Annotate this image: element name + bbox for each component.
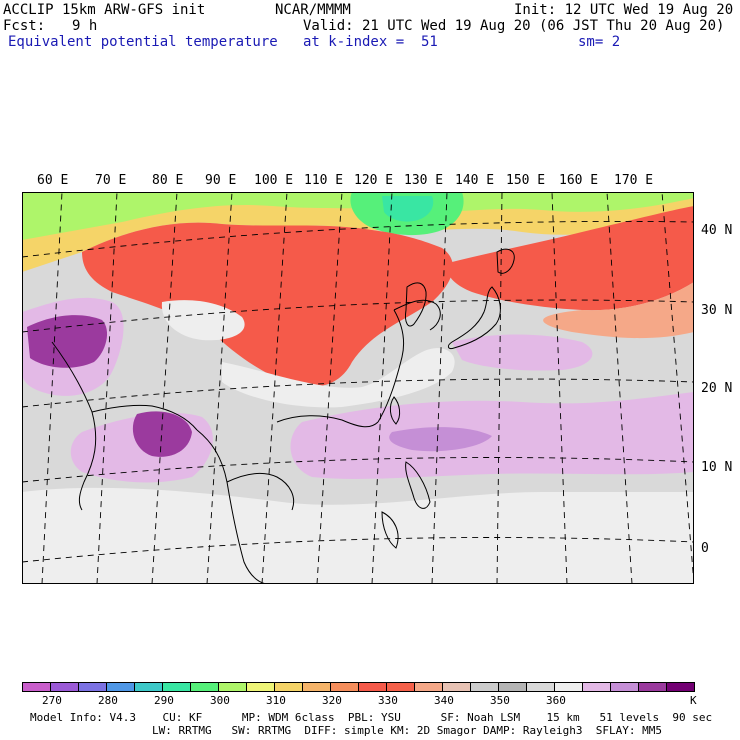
lat-label: 40 N xyxy=(701,223,733,238)
smoothing-label: sm= 2 xyxy=(578,34,621,50)
organization-label: NCAR/MMMM xyxy=(275,2,351,18)
field-cold-core xyxy=(22,192,694,240)
colorbar-swatch xyxy=(246,682,275,692)
map-plot xyxy=(22,192,694,584)
colorbar-swatch xyxy=(610,682,639,692)
forecast-hours: 9 h xyxy=(72,18,98,34)
lon-label: 150 E xyxy=(506,173,546,188)
lat-label: 10 N xyxy=(701,460,733,475)
lat-label: 20 N xyxy=(701,381,733,396)
colorbar-swatch xyxy=(190,682,219,692)
colorbar-tick-label: 280 xyxy=(98,694,118,707)
coastlines xyxy=(51,248,515,584)
lon-label: 110 E xyxy=(304,173,344,188)
lat-label: 0 xyxy=(701,541,709,556)
lon-label: 60 E xyxy=(37,173,69,188)
map-frame xyxy=(22,192,694,584)
level-label: at k-index = 51 xyxy=(303,34,438,50)
colorbar-swatch xyxy=(554,682,583,692)
lon-label: 80 E xyxy=(152,173,184,188)
colorbar-swatch xyxy=(414,682,443,692)
field-coldest-core xyxy=(382,196,434,222)
colorbar xyxy=(22,682,695,694)
init-time: Init: 12 UTC Wed 19 Aug 20 xyxy=(514,2,734,18)
colorbar-tick-label: 310 xyxy=(266,694,286,707)
field-tropical-bay-core xyxy=(132,411,192,457)
colorbar-tick-label: 300 xyxy=(210,694,230,707)
colorbar-swatch xyxy=(50,682,79,692)
colorbar-unit: K xyxy=(690,694,697,707)
colorbar-tick-label: 360 xyxy=(546,694,566,707)
colorbar-swatch xyxy=(330,682,359,692)
colorbar-swatch xyxy=(162,682,191,692)
colorbar-tick-label: 350 xyxy=(490,694,510,707)
field-warm-china xyxy=(82,222,453,387)
colorbar-swatch xyxy=(134,682,163,692)
colorbar-tick-label: 330 xyxy=(378,694,398,707)
colorbar-swatch xyxy=(582,682,611,692)
colorbar-swatch xyxy=(442,682,471,692)
model-info-line2: LW: RRTMG SW: RRTMG DIFF: simple KM: 2D … xyxy=(152,724,662,737)
field-tropical-pacific xyxy=(290,392,694,479)
lon-label: 100 E xyxy=(254,173,294,188)
colorbar-swatch xyxy=(526,682,555,692)
colorbar-swatch xyxy=(498,682,527,692)
colorbar-swatch xyxy=(22,682,51,692)
colorbar-swatch xyxy=(666,682,695,692)
model-title: ACCLIP 15km ARW-GFS init xyxy=(3,2,206,18)
field-light-south xyxy=(22,487,694,584)
colorbar-swatch xyxy=(274,682,303,692)
lon-label: 120 E xyxy=(354,173,394,188)
colorbar-swatch xyxy=(218,682,247,692)
colorbar-tick-label: 270 xyxy=(42,694,62,707)
field-name: Equivalent potential temperature xyxy=(8,34,278,50)
colorbar-tick-label: 290 xyxy=(154,694,174,707)
field-tropical-pacific-core xyxy=(389,427,492,452)
colorbar-swatch xyxy=(78,682,107,692)
colorbar-swatch xyxy=(638,682,667,692)
field-light-plateau xyxy=(161,300,245,341)
field-tropical-india-core xyxy=(27,315,108,368)
colorbar-swatch xyxy=(386,682,415,692)
colorbar-swatch xyxy=(358,682,387,692)
forecast-label: Fcst: xyxy=(3,18,46,34)
colorbar-swatch xyxy=(106,682,135,692)
colorbar-swatch xyxy=(470,682,499,692)
valid-time: Valid: 21 UTC Wed 19 Aug 20 (06 JST Thu … xyxy=(303,18,725,34)
lat-label: 30 N xyxy=(701,303,733,318)
field-warm-japan xyxy=(448,206,694,311)
lon-label: 170 E xyxy=(614,173,654,188)
field-mild-band xyxy=(543,282,694,339)
field-tropical-east xyxy=(452,334,593,371)
colorbar-tick-label: 320 xyxy=(322,694,342,707)
lon-label: 130 E xyxy=(404,173,444,188)
model-info-line1: Model Info: V4.3 CU: KF MP: WDM 6class P… xyxy=(30,711,713,724)
lon-label: 70 E xyxy=(95,173,127,188)
colorbar-swatch xyxy=(302,682,331,692)
lon-label: 160 E xyxy=(559,173,599,188)
field-light-mid xyxy=(222,348,455,408)
lon-label: 90 E xyxy=(205,173,237,188)
field-cold-north xyxy=(22,192,694,272)
lon-label: 140 E xyxy=(455,173,495,188)
colorbar-tick-label: 340 xyxy=(434,694,454,707)
